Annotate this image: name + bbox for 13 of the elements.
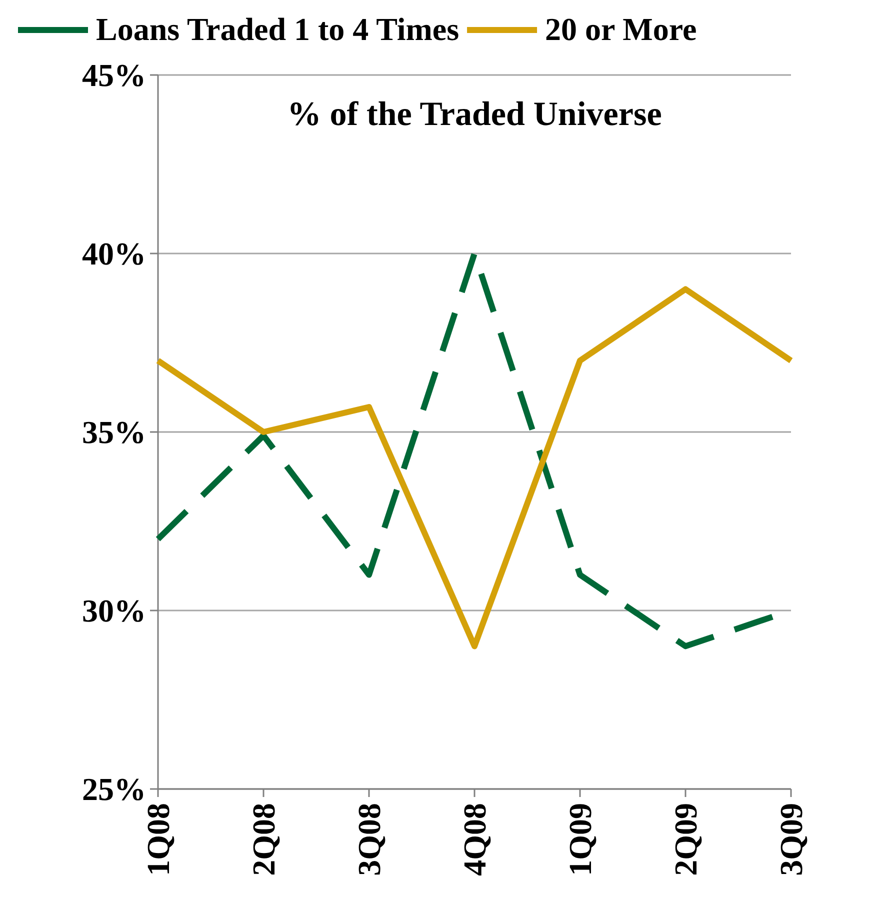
- x-tick-label: 4Q08: [456, 803, 492, 876]
- legend-label: 20 or More: [545, 11, 697, 47]
- y-tick-label: 45%: [82, 57, 146, 94]
- y-tick-label: 30%: [82, 592, 146, 629]
- x-tick-label: 2Q08: [246, 803, 282, 876]
- legend-label: Loans Traded 1 to 4 Times: [96, 11, 460, 47]
- x-tick-label: 1Q09: [562, 803, 598, 876]
- y-tick-label: 35%: [82, 414, 146, 450]
- text: % of the Traded Universe: [287, 96, 662, 133]
- x-tick-label: 2Q09: [668, 803, 704, 876]
- x-tick-label: 3Q08: [351, 803, 387, 876]
- y-tick-label: 40%: [82, 236, 146, 272]
- x-tick-label: 3Q09: [773, 803, 809, 876]
